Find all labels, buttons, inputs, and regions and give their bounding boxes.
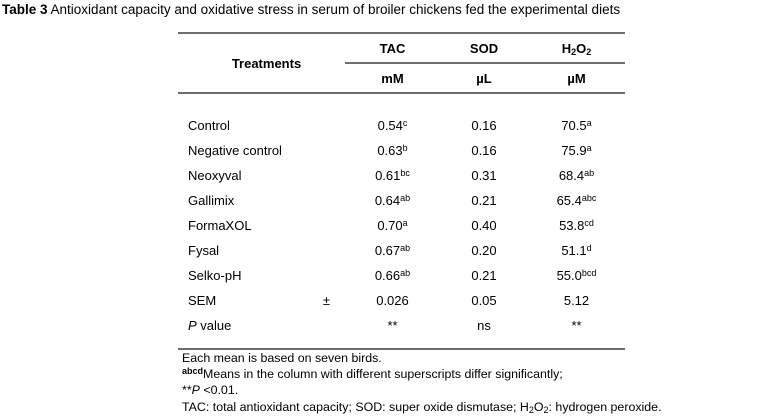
- h2o2-value: 55.0bcd: [556, 268, 597, 283]
- table-caption-number: Table 3: [2, 2, 48, 17]
- spacer-row: [178, 93, 625, 113]
- table-row-fysal: Fysal 0.67ab 0.20 51.1d: [178, 238, 625, 263]
- h2o2-value: 5.12: [563, 293, 590, 308]
- tac-value: 0.63b: [377, 143, 408, 158]
- table-row-control: Control 0.54c 0.16 70.5a: [178, 113, 625, 138]
- results-table: Treatments TAC SOD H2O2 mM µL µM Control…: [178, 32, 625, 350]
- treatment-label: SEM: [188, 293, 217, 308]
- superscript: cd: [584, 218, 594, 228]
- superscript: a: [402, 218, 408, 228]
- superscript: bcd: [581, 268, 597, 278]
- treatment-label: Neoxyval: [188, 168, 242, 183]
- table-caption: Table 3 Antioxidant capacity and oxidati…: [2, 2, 620, 18]
- unit-h2o2: µM: [528, 63, 625, 94]
- col-header-sod: SOD: [440, 33, 528, 64]
- table-footnotes: Each mean is based on seven birds. abcdM…: [182, 350, 662, 415]
- tac-value: 0.70a: [377, 218, 408, 233]
- sod-value: 0.40: [471, 218, 497, 233]
- treatment-label: Gallimix: [188, 193, 235, 208]
- superscript: ab: [584, 168, 595, 178]
- superscript: ab: [400, 268, 411, 278]
- sod-value: 0.21: [471, 268, 497, 283]
- table-row-sem: SEM ± 0.026 0.05 5.12: [178, 288, 625, 313]
- superscript: ab: [400, 193, 411, 203]
- sod-value: 0.31: [471, 168, 497, 183]
- h2o2-value: 51.1d: [561, 243, 592, 258]
- plus-minus-sign: ±: [322, 293, 331, 308]
- sod-value: 0.20: [471, 243, 497, 258]
- treatment-label: Negative control: [188, 143, 282, 158]
- superscript: bc: [400, 168, 410, 178]
- header-row-measures: Treatments TAC SOD H2O2: [178, 33, 625, 94]
- h2o2-significance: **: [571, 318, 582, 333]
- tac-value: 0.64ab: [374, 193, 411, 208]
- treatment-label: Fysal: [188, 243, 220, 258]
- table-row-gallimix: Gallimix 0.64ab 0.21 65.4abc: [178, 188, 625, 213]
- h2o2-value: 53.8cd: [559, 218, 594, 233]
- table-caption-text: Antioxidant capacity and oxidative stres…: [47, 2, 621, 17]
- tac-value: 0.61bc: [375, 168, 410, 183]
- treatment-label: P value: [188, 318, 232, 333]
- h2o2-value: 65.4abc: [556, 193, 597, 208]
- superscript: a: [586, 118, 592, 128]
- table-row-selko-ph: Selko-pH 0.66ab 0.21 55.0bcd: [178, 263, 625, 288]
- unit-tac: mM: [345, 63, 440, 94]
- h2o2-value: 68.4ab: [558, 168, 595, 183]
- footnote-pvalue: **P <0.01.: [182, 383, 239, 398]
- treatment-label: Selko-pH: [188, 268, 242, 283]
- header-row-units: mM µL µM: [178, 63, 625, 94]
- sod-value: 0.16: [471, 143, 497, 158]
- table-row-neoxyval: Neoxyval 0.61bc 0.31 68.4ab: [178, 163, 625, 188]
- superscript: c: [402, 118, 408, 128]
- tac-value: 0.54c: [377, 118, 408, 133]
- table-row-p-value: P value ** ns **: [178, 313, 625, 338]
- superscript: ab: [400, 243, 411, 253]
- h2o2-value: 70.5a: [561, 118, 592, 133]
- spacer-row: [178, 338, 625, 349]
- table-row-negative-control: Negative control 0.63b 0.16 75.9a: [178, 138, 625, 163]
- unit-sod: µL: [440, 63, 528, 94]
- superscript: abc: [581, 193, 597, 203]
- treatment-label: Control: [188, 118, 230, 133]
- tac-value: 0.67ab: [374, 243, 411, 258]
- tac-value: 0.66ab: [374, 268, 411, 283]
- col-header-treatments: Treatments: [178, 33, 345, 94]
- superscript: b: [402, 143, 408, 153]
- superscript: d: [586, 243, 592, 253]
- footnote-abbreviations: TAC: total antioxidant capacity; SOD: su…: [182, 399, 662, 415]
- tac-significance: **: [387, 318, 398, 333]
- h2o2-value: 75.9a: [561, 143, 592, 158]
- col-header-tac: TAC: [345, 33, 440, 64]
- footnote-superscripts: abcdMeans in the column with different s…: [182, 366, 563, 382]
- table-row-formaxol: FormaXOL 0.70a 0.40 53.8cd: [178, 213, 625, 238]
- tac-value: 0.026: [376, 293, 409, 308]
- sod-value: 0.05: [471, 293, 497, 308]
- superscript: a: [586, 143, 592, 153]
- footnote-birds: Each mean is based on seven birds.: [182, 351, 382, 365]
- sod-value: 0.21: [471, 193, 497, 208]
- sod-significance: ns: [477, 318, 491, 333]
- treatment-label: FormaXOL: [188, 218, 252, 233]
- sod-value: 0.16: [471, 118, 497, 133]
- col-header-h2o2: H2O2: [528, 33, 625, 64]
